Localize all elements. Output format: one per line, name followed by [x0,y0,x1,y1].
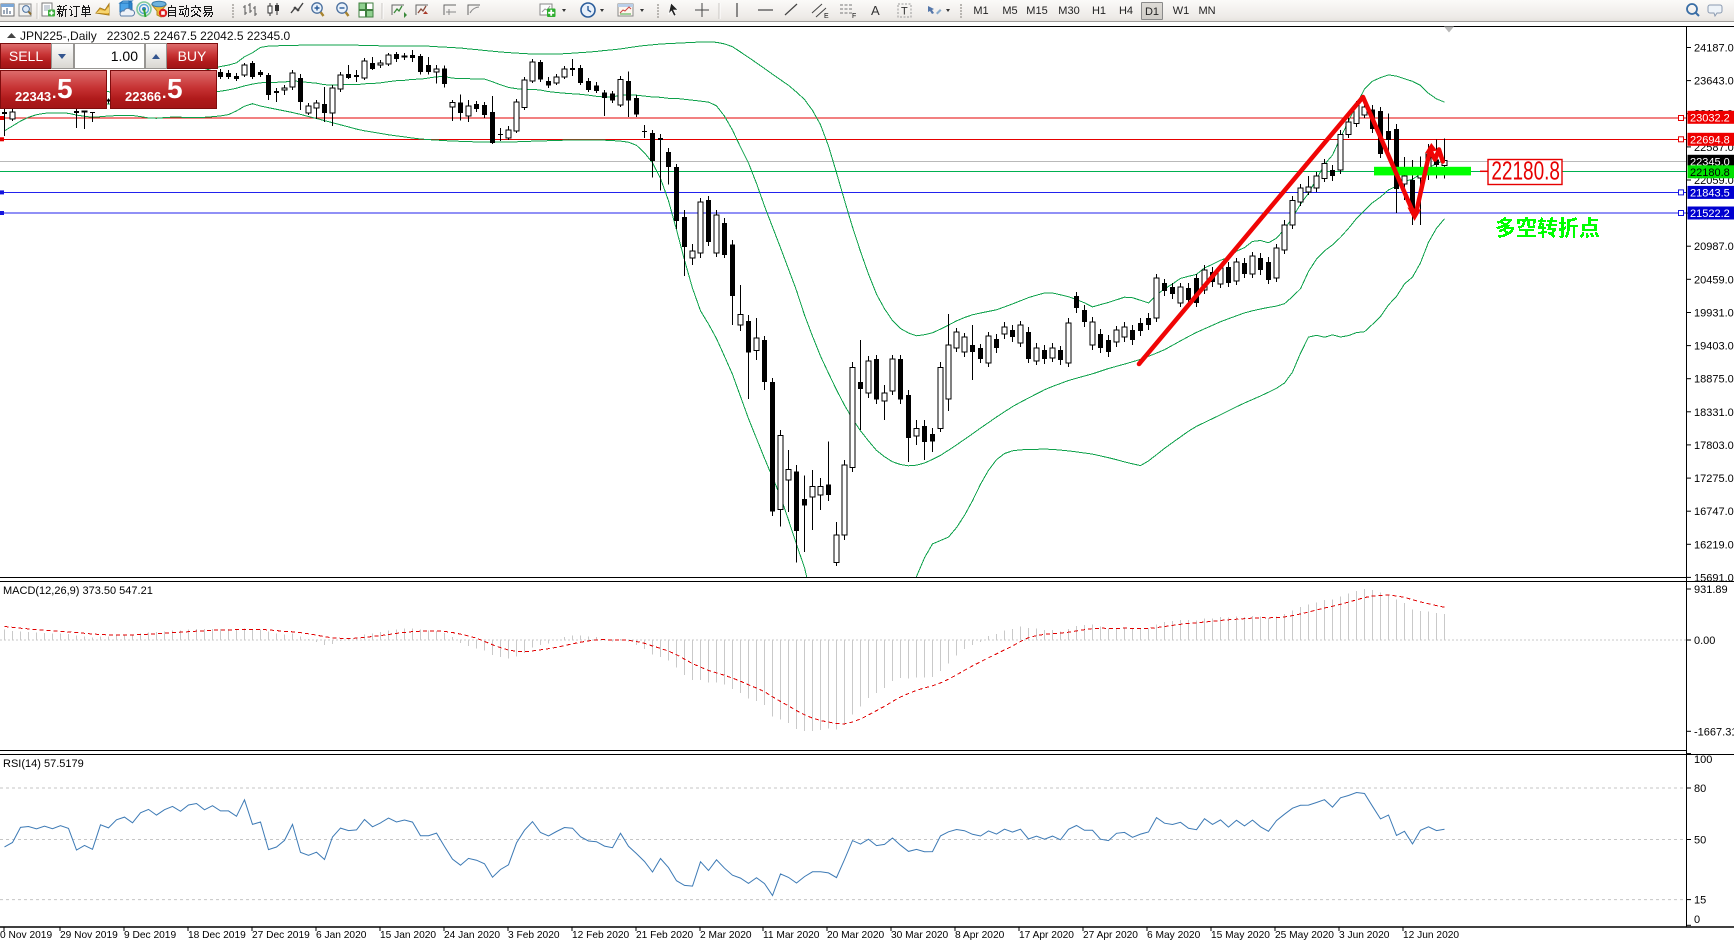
svg-text:80: 80 [1694,783,1706,795]
svg-text:20459.0: 20459.0 [1694,274,1734,286]
svg-text:-1667.31: -1667.31 [1694,726,1734,738]
svg-text:11 Mar 2020: 11 Mar 2020 [763,930,820,941]
svg-text:18 Dec 2019: 18 Dec 2019 [188,930,246,941]
svg-text:17 Apr 2020: 17 Apr 2020 [1019,930,1074,941]
svg-text:22180.8: 22180.8 [1491,156,1560,186]
svg-text:A: A [871,3,880,18]
svg-text:20 Mar 2020: 20 Mar 2020 [827,930,885,941]
svg-text:15691.0: 15691.0 [1694,572,1734,584]
svg-text:16219.0: 16219.0 [1694,539,1734,551]
svg-text:23032.2: 23032.2 [1690,112,1730,124]
svg-text:9 Dec 2019: 9 Dec 2019 [124,930,176,941]
svg-text:23643.0: 23643.0 [1694,76,1734,88]
svg-text:17803.0: 17803.0 [1694,440,1734,452]
svg-text:27 Dec 2019: 27 Dec 2019 [252,930,310,941]
svg-text:15: 15 [1694,895,1706,907]
svg-text:3 Feb 2020: 3 Feb 2020 [508,930,560,941]
svg-text:25 May 2020: 25 May 2020 [1275,930,1334,941]
svg-text:6 Jan 2020: 6 Jan 2020 [316,930,367,941]
svg-text:27 Apr 2020: 27 Apr 2020 [1083,930,1138,941]
svg-text:RSI(14) 57.5179: RSI(14) 57.5179 [3,758,84,770]
svg-text:20987.0: 20987.0 [1694,241,1734,253]
svg-text:15 Jan 2020: 15 Jan 2020 [380,930,436,941]
svg-text:18875.0: 18875.0 [1694,374,1734,386]
svg-text:JPN225-,Daily 22302.5 22467.: JPN225-,Daily 22302.5 22467.5 22042.5 22… [20,29,291,43]
svg-text:100: 100 [1694,754,1712,766]
svg-text:12 Feb 2020: 12 Feb 2020 [572,930,630,941]
svg-text:3 Jun 2020: 3 Jun 2020 [1339,930,1390,941]
svg-text:24187.0: 24187.0 [1694,43,1734,55]
svg-text:0: 0 [1694,914,1700,926]
svg-text:21522.2: 21522.2 [1690,208,1730,220]
svg-text:30 Mar 2020: 30 Mar 2020 [891,930,949,941]
svg-text:6 May 2020: 6 May 2020 [1147,930,1201,941]
svg-text:17275.0: 17275.0 [1694,473,1734,485]
svg-text:2 Mar 2020: 2 Mar 2020 [700,930,752,941]
svg-text:21843.5: 21843.5 [1690,187,1730,199]
svg-text:18331.0: 18331.0 [1694,407,1734,419]
svg-text:16747.0: 16747.0 [1694,506,1734,518]
svg-text:50: 50 [1694,835,1706,847]
svg-text:0 Nov 2019: 0 Nov 2019 [0,930,52,941]
svg-text:22180.8: 22180.8 [1690,167,1730,179]
svg-text:21 Feb 2020: 21 Feb 2020 [636,930,694,941]
svg-text:24 Jan 2020: 24 Jan 2020 [444,930,500,941]
svg-text:931.89: 931.89 [1694,584,1728,596]
svg-text:0.00: 0.00 [1694,635,1715,647]
svg-text:F: F [852,13,856,20]
svg-text:MACD(12,26,9) 373.50 547.21: MACD(12,26,9) 373.50 547.21 [3,585,153,597]
svg-text:12 Jun 2020: 12 Jun 2020 [1403,930,1459,941]
svg-text:29 Nov 2019: 29 Nov 2019 [60,930,118,941]
svg-text:8 Apr 2020: 8 Apr 2020 [955,930,1005,941]
svg-text:T: T [901,6,908,18]
svg-text:22694.8: 22694.8 [1690,134,1730,146]
svg-text:E: E [824,13,829,20]
svg-text:19403.0: 19403.0 [1694,341,1734,353]
svg-text:15 May 2020: 15 May 2020 [1211,930,1270,941]
svg-text:19931.0: 19931.0 [1694,308,1734,320]
